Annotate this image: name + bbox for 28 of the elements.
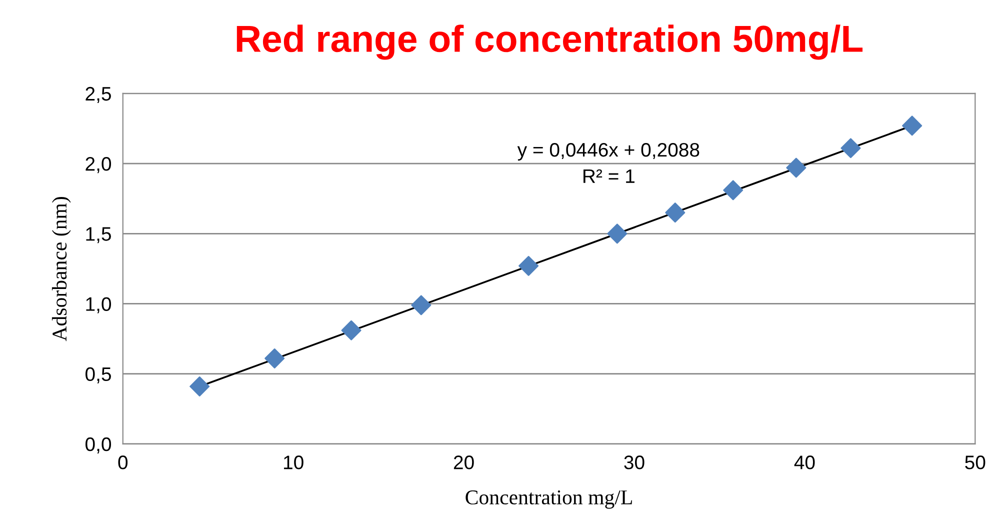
y-axis-title: Adsorbance (nm) bbox=[52, 197, 71, 342]
point bbox=[411, 295, 432, 316]
y-tick-label: 2,5 bbox=[86, 86, 111, 103]
y-tick-label: 0,0 bbox=[86, 437, 112, 454]
y-tick-label: 2,0 bbox=[86, 157, 112, 174]
x-tick-label: 0 bbox=[118, 456, 128, 470]
x-axis-title: Concentration mg/L bbox=[466, 490, 632, 509]
chart-title: Red range of concentration 50mg/L bbox=[236, 24, 863, 60]
annotation: y = 0,0446x + 0,2088 bbox=[517, 142, 700, 161]
x-tick-label: 30 bbox=[624, 456, 644, 470]
point bbox=[264, 348, 285, 368]
point bbox=[518, 256, 539, 276]
x-tick-label: 20 bbox=[454, 456, 474, 470]
point bbox=[190, 376, 210, 396]
point bbox=[840, 138, 861, 158]
point bbox=[665, 202, 686, 223]
y-tick-label: 1,5 bbox=[86, 227, 111, 244]
annotation: R² = 1 bbox=[584, 169, 634, 183]
x-tick-label: 10 bbox=[284, 456, 304, 470]
point bbox=[723, 180, 744, 200]
y-tick-label: 0,5 bbox=[86, 367, 111, 384]
point bbox=[607, 224, 628, 244]
x-tick-label: 40 bbox=[794, 456, 815, 470]
point bbox=[341, 320, 362, 340]
x-tick-label: 50 bbox=[965, 456, 986, 470]
point bbox=[902, 116, 922, 136]
y-tick-label: 1,0 bbox=[86, 297, 112, 314]
point bbox=[786, 158, 806, 178]
